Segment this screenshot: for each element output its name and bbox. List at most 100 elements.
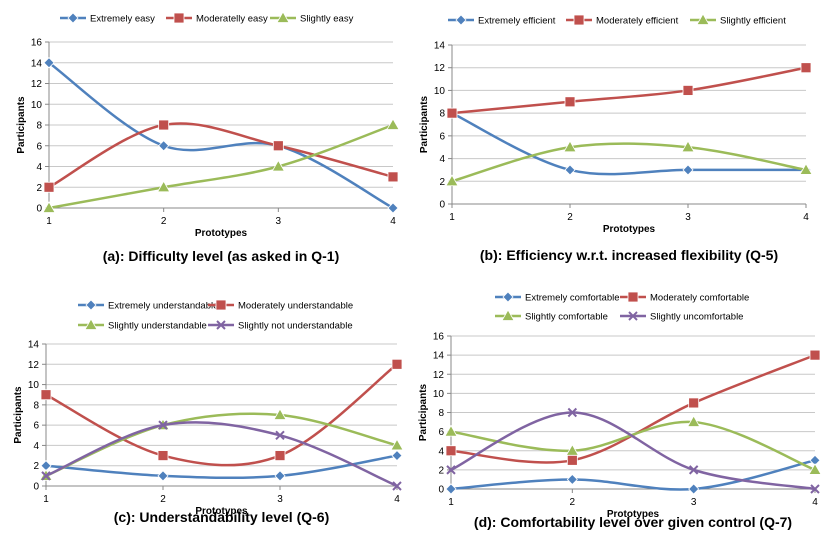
data-point xyxy=(43,57,55,69)
legend-item: Extremely comfortable xyxy=(495,291,620,304)
data-point xyxy=(390,438,404,451)
data-point xyxy=(275,430,285,440)
legend-label: Slightly not understandable xyxy=(238,321,353,332)
data-point xyxy=(445,445,457,457)
data-point xyxy=(688,483,700,495)
x-tick-label: 2 xyxy=(570,497,576,508)
legend-label: Moderately comfortable xyxy=(650,293,749,304)
y-tick-label: 8 xyxy=(36,121,42,132)
series-extremely-easy xyxy=(43,57,399,214)
data-point xyxy=(272,140,284,152)
data-point xyxy=(40,389,52,401)
y-tick-label: 16 xyxy=(31,38,43,49)
data-point xyxy=(566,473,578,486)
data-point xyxy=(387,202,399,214)
legend: Extremely understandable Moderately under… xyxy=(78,299,353,332)
y-tick-label: 0 xyxy=(438,485,444,496)
series-slightly-efficient xyxy=(445,140,813,187)
legend-marker xyxy=(173,12,185,24)
data-point xyxy=(446,107,458,119)
data-point xyxy=(688,465,699,475)
y-tick-label: 12 xyxy=(31,79,43,90)
data-point xyxy=(809,349,821,361)
y-tick-label: 2 xyxy=(439,177,445,188)
x-tick-label: 2 xyxy=(160,494,166,505)
x-tick-label: 3 xyxy=(276,216,282,227)
data-point xyxy=(810,484,820,494)
legend-marker xyxy=(502,291,514,303)
legend-marker xyxy=(573,14,585,26)
data-point xyxy=(158,420,168,430)
legend-marker xyxy=(85,299,97,311)
y-tick-label: 12 xyxy=(433,370,445,381)
x-tick-label: 1 xyxy=(449,212,455,223)
y-tick-label: 2 xyxy=(36,183,42,194)
legend-item: Slightly easy xyxy=(270,11,354,25)
series-line xyxy=(450,459,816,491)
y-tick-label: 4 xyxy=(439,154,445,165)
series-line xyxy=(48,61,394,210)
legend-item: Moderately understandable xyxy=(208,299,353,312)
data-point xyxy=(391,450,403,462)
legend-label: Slightly efficient xyxy=(720,16,786,27)
legend-marker xyxy=(67,12,79,24)
legend-label: Extremely efficient xyxy=(478,16,556,27)
y-tick-label: 14 xyxy=(433,351,445,362)
data-point xyxy=(391,358,403,370)
y-axis-title: Participants xyxy=(16,96,27,154)
legend-label: Slightly uncomfortable xyxy=(650,312,743,323)
chart-title: (d): Comfortability level over given con… xyxy=(474,514,792,530)
legend-label: Extremely understandable xyxy=(108,301,218,312)
legend-item: Slightly not understandable xyxy=(208,320,353,332)
legend-item: Moderately comfortable xyxy=(620,291,749,304)
data-point xyxy=(566,454,578,466)
y-tick-label: 14 xyxy=(31,58,43,69)
legend-marker xyxy=(276,11,290,23)
legend-item: Extremely understandable xyxy=(78,299,218,312)
y-tick-label: 6 xyxy=(36,141,42,152)
data-point xyxy=(682,85,694,96)
legend: Extremely comfortable Moderately comforta… xyxy=(495,291,749,323)
x-tick-label: 2 xyxy=(567,212,573,223)
data-point xyxy=(157,470,169,482)
legend-marker xyxy=(696,13,710,25)
data-point xyxy=(686,415,701,427)
legend-marker xyxy=(628,311,638,321)
x-axis-title: Prototypes xyxy=(607,509,660,520)
y-axis-title: Participants xyxy=(13,386,24,444)
y-tick-label: 16 xyxy=(433,332,445,343)
legend-marker xyxy=(215,299,227,311)
x-tick-label: 3 xyxy=(685,212,691,223)
data-point xyxy=(800,62,812,74)
chart-title: (b): Efficiency w.r.t. increased flexibi… xyxy=(480,247,778,263)
legend-item: Moderately efficient xyxy=(566,14,679,27)
series-slightly-uncomfortable xyxy=(446,407,820,494)
legend-marker xyxy=(627,291,639,303)
data-point xyxy=(42,201,56,213)
y-tick-label: 8 xyxy=(33,400,39,411)
y-tick-label: 0 xyxy=(36,204,42,215)
data-point xyxy=(273,408,287,420)
data-point xyxy=(158,119,170,131)
legend-marker xyxy=(84,318,98,330)
chart-title: (c): Understandability level (Q-6) xyxy=(114,509,329,525)
series-extremely-comfortable xyxy=(445,454,821,495)
y-tick-label: 10 xyxy=(434,86,446,97)
data-point xyxy=(386,118,400,130)
y-tick-label: 2 xyxy=(33,461,39,472)
legend-label: Slightly easy xyxy=(300,14,354,25)
data-point xyxy=(688,397,700,409)
y-tick-label: 12 xyxy=(434,63,446,74)
series-line xyxy=(48,122,394,189)
y-tick-label: 4 xyxy=(36,162,42,173)
y-tick-label: 10 xyxy=(433,389,445,400)
y-tick-label: 8 xyxy=(438,408,444,419)
data-point xyxy=(808,463,822,475)
x-tick-label: 4 xyxy=(394,494,400,505)
y-tick-label: 14 xyxy=(434,41,446,52)
y-tick-label: 6 xyxy=(33,421,39,432)
series-line xyxy=(451,142,807,183)
legend-item: Extremely easy xyxy=(60,12,155,25)
data-point xyxy=(156,180,171,193)
legend-label: Extremely easy xyxy=(90,14,155,25)
